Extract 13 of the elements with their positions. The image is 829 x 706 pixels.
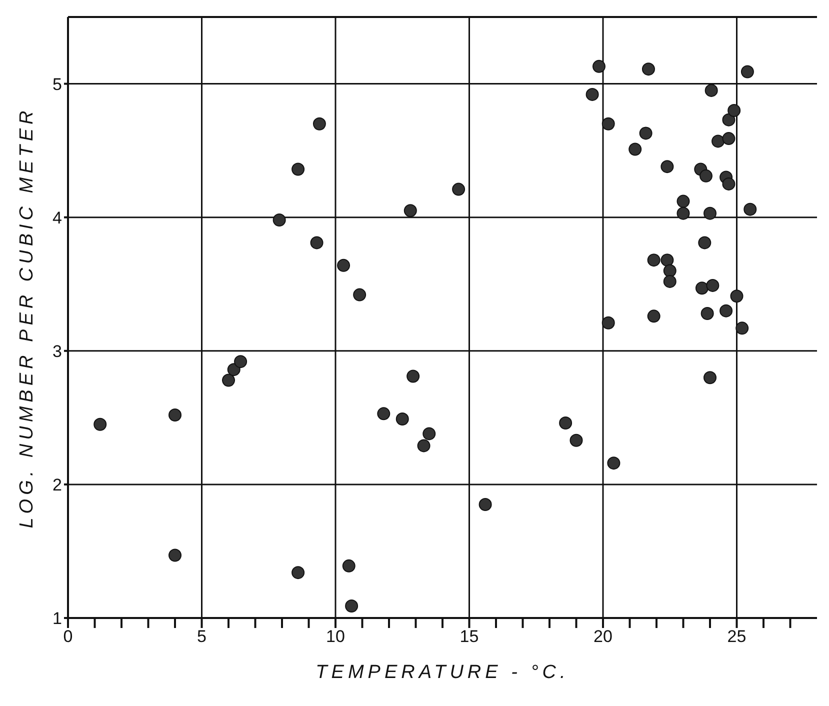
x-tick-label: 15 bbox=[460, 627, 479, 646]
y-tick-label: 1 bbox=[52, 609, 62, 628]
x-tick-label: 25 bbox=[727, 627, 746, 646]
y-tick-label: 5 bbox=[52, 74, 62, 94]
y-axis-title: LOG. NUMBER PER CUBIC METER bbox=[16, 106, 38, 528]
x-tick-label: 0 bbox=[63, 627, 73, 646]
x-tick-label: 5 bbox=[197, 627, 206, 646]
x-tick-label: 20 bbox=[594, 627, 612, 646]
y-tick-label: 4 bbox=[52, 208, 62, 228]
x-tick-label: 10 bbox=[326, 627, 345, 646]
x-axis-title: TEMPERATURE - °C. bbox=[316, 662, 570, 683]
y-tick-label: 2 bbox=[52, 475, 62, 494]
y-tick-label: 3 bbox=[52, 342, 62, 361]
